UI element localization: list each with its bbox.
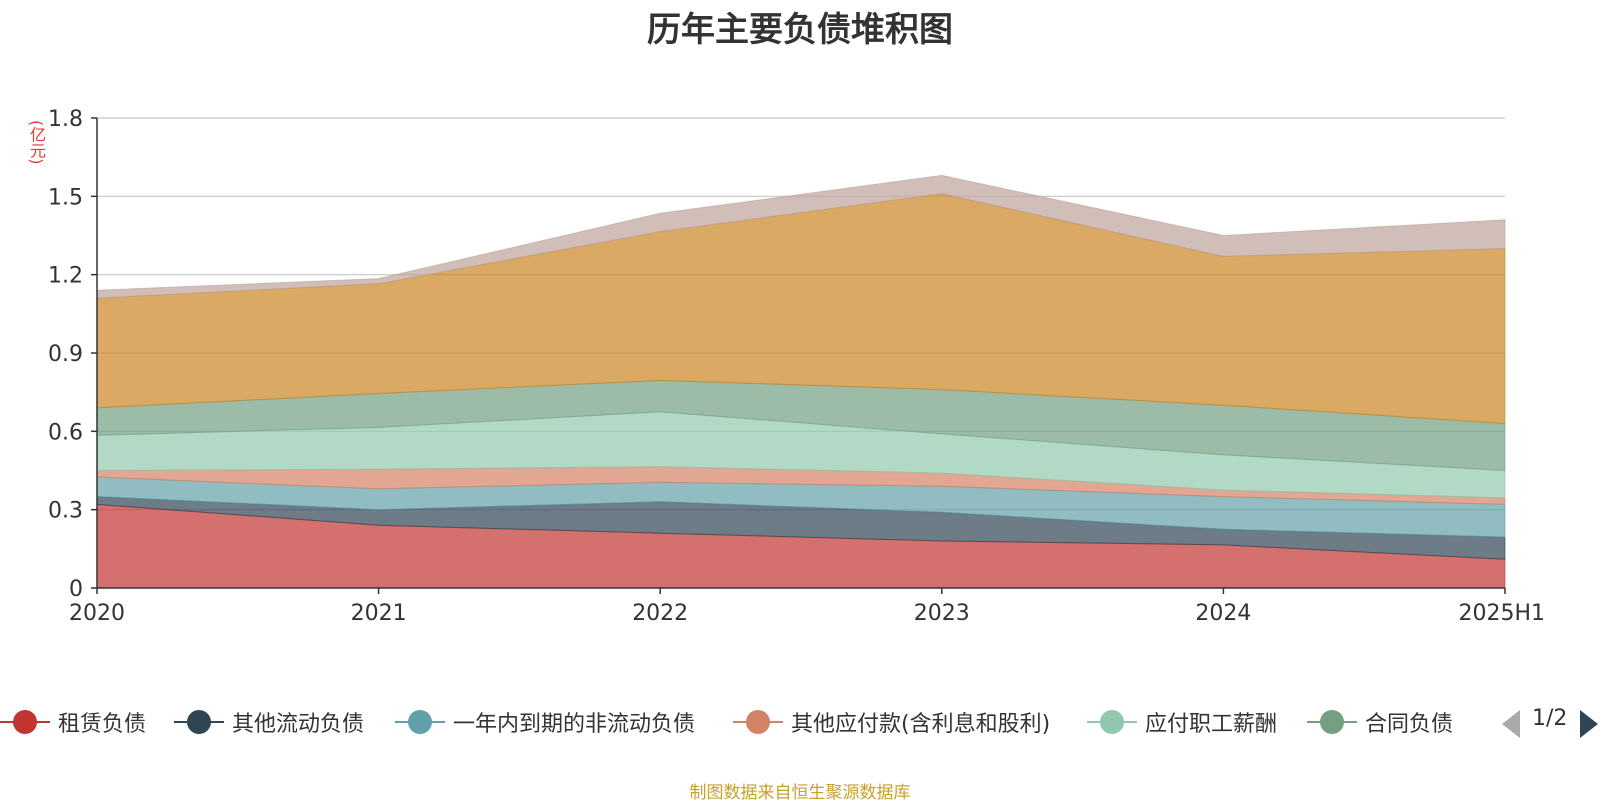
legend-item-2[interactable]: 其他流动负债 <box>174 702 364 742</box>
legend: 租赁负债 其他流动负债 一年内到期的非流动负债 其他应付款(含利息和股利) 应付职工薪酬… <box>0 702 1600 742</box>
y-tick-label: 1.8 <box>48 107 83 132</box>
legend-marker-icon <box>1087 710 1137 734</box>
legend-prev-page-icon[interactable] <box>1502 710 1520 738</box>
y-tick-label: 0.3 <box>48 499 83 524</box>
legend-marker-icon <box>0 710 50 734</box>
legend-label: 租赁负债 <box>58 712 147 737</box>
y-tick-label: 0.6 <box>48 420 83 445</box>
axes <box>91 117 1506 594</box>
legend-marker-icon <box>733 710 783 734</box>
series-areas <box>96 174 1506 589</box>
legend-label: 其他应付款(含利息和股利) <box>791 712 1051 737</box>
legend-marker-icon <box>1307 710 1357 734</box>
x-tick-label: 2024 <box>1195 601 1251 626</box>
legend-item-6[interactable]: 合同负债 <box>1307 702 1453 742</box>
y-axis-unit-label: (亿元) <box>27 120 46 165</box>
legend-items: 租赁负债 其他流动负债 一年内到期的非流动负债 其他应付款(含利息和股利) 应付职工薪酬… <box>0 702 1490 742</box>
y-tick-label: 1.2 <box>48 264 83 289</box>
legend-label: 合同负债 <box>1365 712 1454 737</box>
x-tick-label: 2020 <box>69 601 125 626</box>
legend-item-5[interactable]: 应付职工薪酬 <box>1087 702 1277 742</box>
legend-item-3[interactable]: 一年内到期的非流动负债 <box>395 702 695 742</box>
legend-page-indicator: 1/2 <box>1532 706 1568 731</box>
legend-pager: 1/2 <box>1500 702 1600 742</box>
data-source-note: 制图数据来自恒生聚源数据库 <box>689 783 911 803</box>
x-tick-label: 2021 <box>351 601 407 626</box>
legend-next-page-icon[interactable] <box>1580 710 1598 738</box>
y-tick-label: 0.9 <box>48 342 83 367</box>
legend-marker-icon <box>395 710 445 734</box>
x-tick-label: 2025H1 <box>1458 601 1545 626</box>
y-axis-tick-labels: 0 0.3 0.6 0.9 1.2 1.5 1.8 <box>48 107 83 602</box>
legend-label: 其他流动负债 <box>232 712 365 737</box>
legend-marker-icon <box>174 710 224 734</box>
series-area-8 <box>96 174 1506 299</box>
y-tick-label: 1.5 <box>48 185 83 210</box>
legend-label: 应付职工薪酬 <box>1145 712 1278 737</box>
legend-item-1[interactable]: 租赁负债 <box>0 702 146 742</box>
legend-item-4[interactable]: 其他应付款(含利息和股利) <box>733 702 1050 742</box>
x-tick-label: 2022 <box>632 601 688 626</box>
x-tick-label: 2023 <box>914 601 970 626</box>
y-tick-label: 0 <box>69 577 83 602</box>
stacked-area-chart: 0 0.3 0.6 0.9 1.2 1.5 1.8 2020 2021 2022 2023 2024… <box>48 107 1545 626</box>
chart-title: 历年主要负债堆积图 <box>647 10 953 50</box>
legend-label: 一年内到期的非流动负债 <box>453 712 696 737</box>
x-axis-tick-labels: 2020 2021 2022 2023 2024 2025H1 <box>69 601 1545 626</box>
